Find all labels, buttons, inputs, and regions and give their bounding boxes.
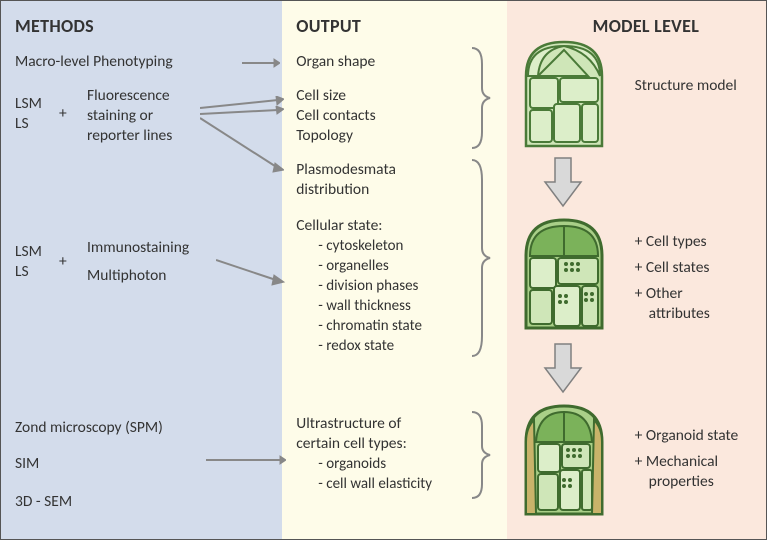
organ-structure: [516, 36, 612, 152]
method-spm: Zond microscopy (SPM): [15, 419, 163, 438]
method-immuno: Immunostaining: [87, 239, 189, 258]
output-ultra-item-0: - organoids: [296, 455, 386, 473]
output-ultra-2: certain cell types:: [296, 435, 406, 454]
method-fluorescence-2: staining or: [87, 107, 153, 126]
arrow-fluor-down: [200, 116, 284, 176]
method-fluorescence-1: Fluorescence: [87, 87, 170, 106]
method-lsm-2: LSM: [15, 243, 42, 262]
output-cs-0: - cytoskeleton: [296, 237, 403, 255]
output-ultra-item-1: - cell wall elasticity: [296, 475, 432, 493]
output-cs-5: - redox state: [296, 337, 394, 355]
method-ls-2: LS: [15, 263, 29, 282]
method-fluorescence-3: reporter lines: [87, 127, 172, 146]
method-plus-1: +: [59, 105, 67, 124]
method-sim: SIM: [15, 455, 39, 474]
model-mech-2: properties: [635, 473, 714, 492]
method-multiphoton: Multiphoton: [87, 267, 166, 286]
model-mech-1: + Mechanical: [635, 453, 718, 472]
organ-mechanical: [516, 400, 612, 520]
model-cell-states: + Cell states: [635, 259, 710, 278]
method-ls-1: LS: [15, 115, 29, 134]
method-lsm-1: LSM: [15, 95, 42, 114]
output-plasmo-1: Plasmodesmata: [296, 161, 396, 180]
brace-mid: [468, 158, 492, 358]
model-cell-types: + Cell types: [635, 233, 707, 252]
arrow-macro: [200, 55, 280, 71]
output-cellular-state: Cellular state:: [296, 217, 382, 236]
method-3dsem: 3D - SEM: [15, 493, 72, 512]
model-other-1: + Other: [635, 285, 683, 304]
output-cs-3: - wall thickness: [296, 297, 411, 315]
method-macro: Macro-level Phenotyping: [15, 53, 173, 72]
output-ultra-1: Ultrastructure of: [296, 415, 401, 434]
output-cs-1: - organelles: [296, 257, 388, 275]
brace-top: [468, 46, 492, 150]
output-heading: OUTPUT: [296, 15, 494, 37]
output-cs-4: - chromatin state: [296, 317, 422, 335]
output-cell-contacts: Cell contacts: [296, 107, 375, 126]
model-other-2: attributes: [635, 305, 710, 324]
output-cs-2: - division phases: [296, 277, 418, 295]
methods-heading: METHODS: [15, 15, 270, 37]
arrow-sim: [206, 452, 286, 468]
big-arrow-1: [543, 156, 583, 208]
method-plus-2: +: [59, 253, 67, 272]
brace-bottom: [468, 410, 492, 500]
output-organ-shape: Organ shape: [296, 53, 375, 72]
model-organoid: + Organoid state: [635, 427, 739, 446]
organ-cellstates: [516, 214, 612, 334]
output-cell-size: Cell size: [296, 87, 346, 106]
output-plasmo-2: distribution: [296, 181, 369, 200]
model-structure: Structure model: [635, 77, 737, 96]
model-heading: MODEL LEVEL: [593, 15, 754, 37]
output-topology: Topology: [296, 127, 353, 146]
arrow-immuno: [216, 256, 286, 296]
big-arrow-2: [543, 342, 583, 394]
